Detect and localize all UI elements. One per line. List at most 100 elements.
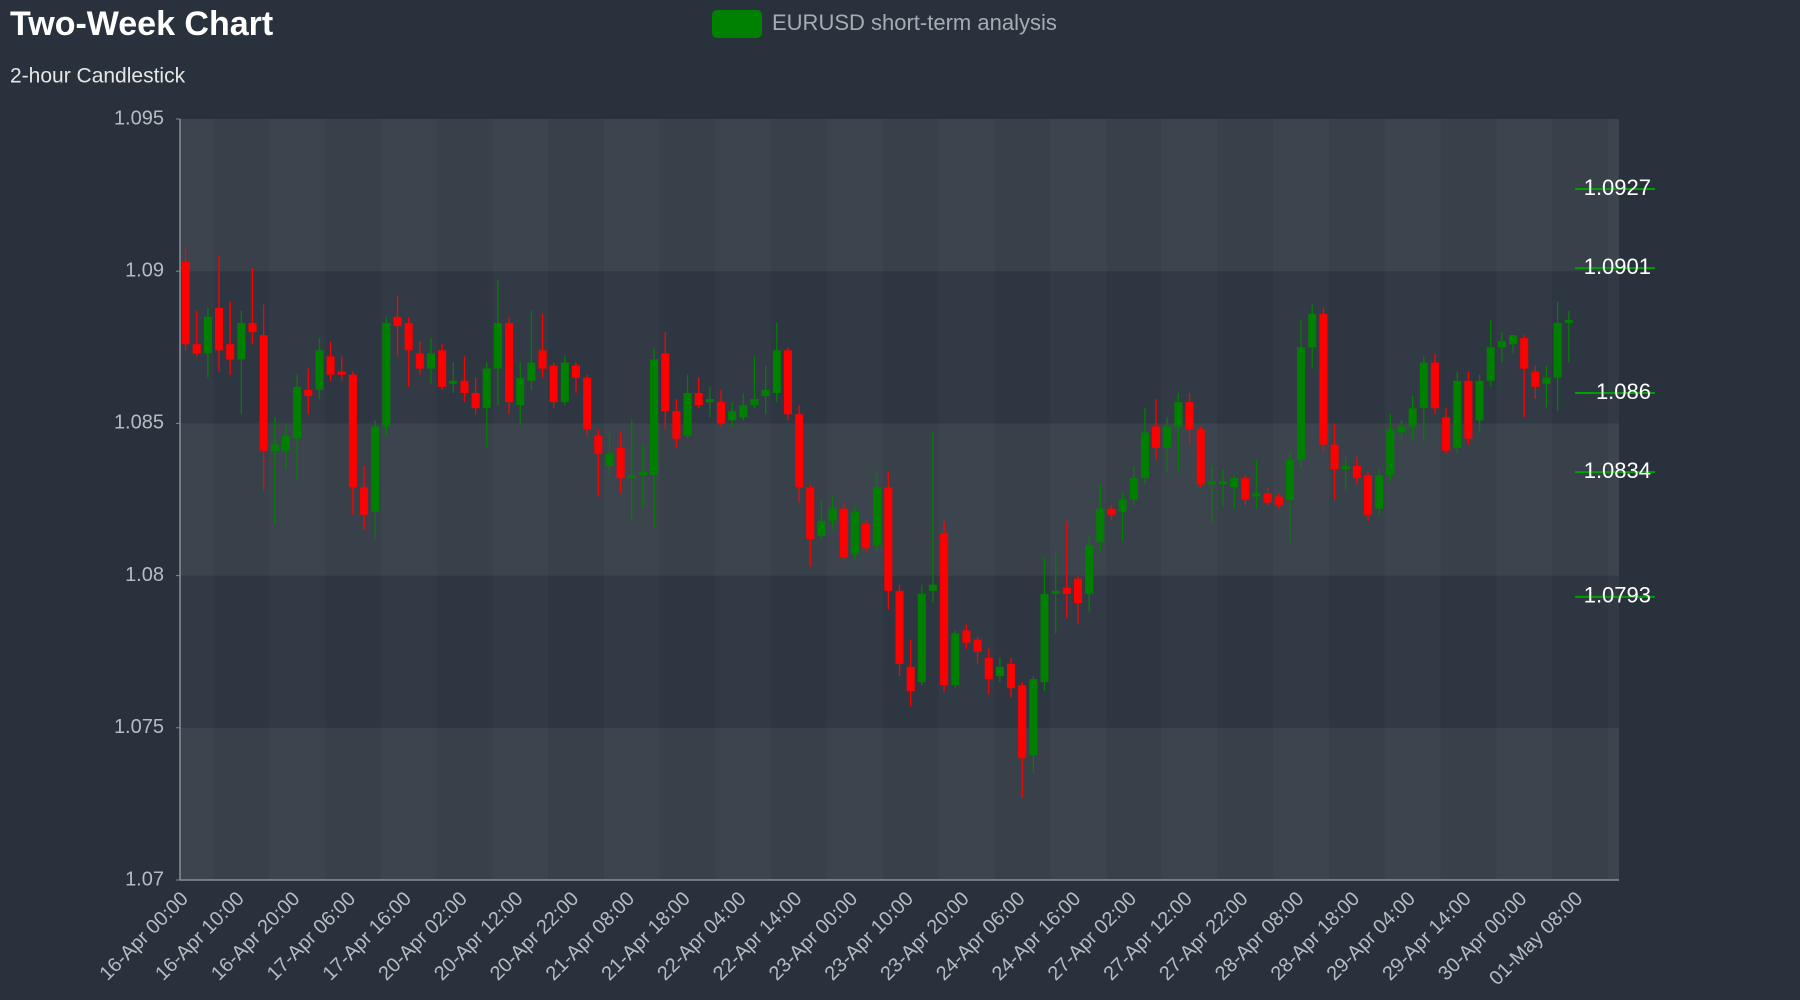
candle-body xyxy=(839,508,848,558)
candle-body xyxy=(650,359,659,476)
grid-stripe xyxy=(1385,119,1441,880)
candle-body xyxy=(873,487,882,546)
candle-body xyxy=(404,322,413,351)
candle-body xyxy=(571,365,581,378)
legend[interactable]: EURUSD short-term analysis xyxy=(712,10,1057,38)
y-tick-label: 1.09 xyxy=(125,259,164,281)
candle-body xyxy=(1375,475,1384,509)
grid-stripe xyxy=(1496,119,1552,880)
legend-swatch[interactable] xyxy=(712,10,762,38)
candle-body xyxy=(627,475,636,479)
candle-body xyxy=(772,350,781,393)
candle-body xyxy=(549,365,558,403)
candle-body xyxy=(951,633,960,686)
candle-body xyxy=(1330,444,1339,470)
candle-body xyxy=(1230,478,1239,488)
candle-body xyxy=(1185,402,1194,430)
grid-stripe xyxy=(381,119,437,880)
candle-body xyxy=(505,322,514,403)
candle-body xyxy=(884,487,893,591)
candle-body xyxy=(226,344,235,360)
candle-body xyxy=(326,356,335,375)
candle-body xyxy=(683,392,692,436)
grid-band xyxy=(180,727,1619,880)
level-label: 1.0901 xyxy=(1584,254,1651,279)
candle-body xyxy=(516,377,525,406)
candle-body xyxy=(1419,362,1428,409)
candle-body xyxy=(527,362,536,381)
candle-body xyxy=(1040,593,1049,683)
candle-body xyxy=(293,386,302,439)
candle-body xyxy=(215,307,224,351)
candle-body xyxy=(1085,545,1094,594)
candle-body xyxy=(1140,432,1149,479)
y-tick-label: 1.08 xyxy=(125,564,164,586)
grid-band xyxy=(180,119,1619,272)
candle-body xyxy=(862,523,871,549)
level-label: 1.0834 xyxy=(1584,458,1651,483)
candle-body xyxy=(460,380,469,393)
candle-body xyxy=(705,399,714,403)
candle-body xyxy=(895,590,904,664)
candle-body xyxy=(560,362,569,403)
candle-body xyxy=(973,639,982,652)
candle-body xyxy=(672,411,681,439)
candle-body xyxy=(1252,493,1261,497)
grid-stripe xyxy=(180,119,213,880)
candle-body xyxy=(1408,408,1417,427)
candle-body xyxy=(1397,426,1406,433)
candle-body xyxy=(962,630,971,643)
candle-body xyxy=(1073,578,1082,603)
candle-body xyxy=(1509,335,1518,345)
grid-stripe xyxy=(939,119,995,880)
candle-body xyxy=(828,508,837,521)
candle-body xyxy=(281,435,290,451)
candle-body xyxy=(237,322,246,360)
candle-body xyxy=(783,350,792,415)
candle-body xyxy=(616,447,625,479)
grid-stripe xyxy=(715,119,771,880)
candle-body xyxy=(1564,319,1573,323)
candle-body xyxy=(493,322,502,369)
candle-body xyxy=(1553,322,1562,378)
candle-body xyxy=(270,444,279,451)
candle-body xyxy=(1464,380,1473,439)
level-label: 1.086 xyxy=(1596,379,1651,404)
chart-subtitle: 2-hour Candlestick xyxy=(10,65,186,88)
candle-body xyxy=(259,335,268,451)
candle-body xyxy=(594,435,603,454)
candle-body xyxy=(1285,459,1294,500)
candle-body xyxy=(348,374,357,488)
candle-body xyxy=(1152,426,1161,448)
candle-body xyxy=(1319,313,1328,445)
candle-body xyxy=(1129,478,1138,500)
candle-body xyxy=(806,487,815,540)
candle-body xyxy=(928,584,937,591)
candle-body xyxy=(1442,417,1451,451)
candle-body xyxy=(1352,466,1361,479)
chart-title: Two-Week Chart xyxy=(10,5,273,43)
candle-body xyxy=(1486,347,1495,381)
candle-body xyxy=(1163,426,1172,448)
grid-stripe xyxy=(269,119,325,880)
grid-stripe xyxy=(492,119,548,880)
candle-body xyxy=(605,453,614,467)
candle-body xyxy=(1118,499,1127,512)
candle-body xyxy=(1263,493,1272,503)
candle-body xyxy=(1453,380,1462,448)
legend-label[interactable]: EURUSD short-term analysis xyxy=(772,10,1057,35)
candle-body xyxy=(1274,496,1283,506)
candle-body xyxy=(426,353,436,369)
candle-body xyxy=(850,511,859,555)
candle-body xyxy=(371,426,380,512)
candle-body xyxy=(415,353,424,369)
candle-body xyxy=(995,666,1004,677)
candle-body xyxy=(360,487,369,515)
candle-body xyxy=(1029,679,1038,756)
candle-body xyxy=(393,316,402,326)
candle-body xyxy=(940,532,949,686)
candle-body xyxy=(750,399,759,406)
candle-body xyxy=(1207,481,1216,485)
